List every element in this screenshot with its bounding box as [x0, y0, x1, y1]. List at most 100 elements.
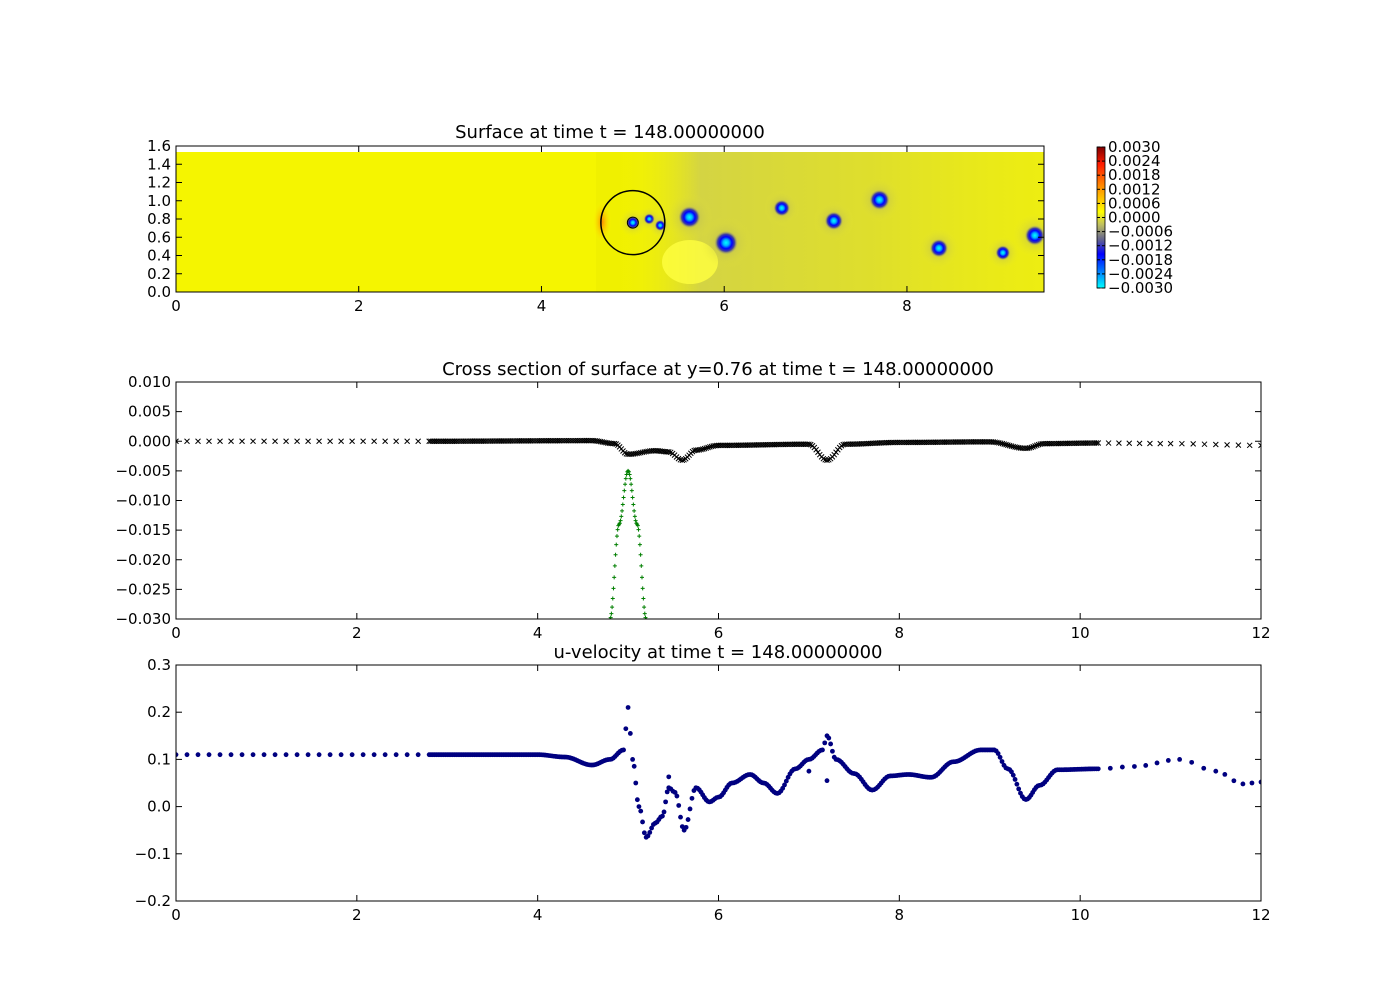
u-velocity-point	[349, 752, 355, 758]
u-velocity-point	[641, 830, 647, 836]
cross-section-x-point	[305, 438, 311, 445]
u-velocity-point	[1240, 781, 1246, 787]
cross-section-plus-point	[610, 596, 615, 601]
cross-section-x-point	[294, 438, 300, 445]
u-velocity-point	[393, 752, 399, 758]
cross-section-plus-point	[621, 495, 626, 500]
cross-section-x-point	[206, 438, 212, 445]
u-velocity-point	[1201, 765, 1207, 771]
cross-section-xtick-label: 8	[895, 624, 905, 642]
u-velocity-point	[820, 747, 825, 753]
cross-section-ytick-label: −0.015	[115, 521, 171, 539]
u-velocity-point	[1258, 779, 1261, 785]
colorbar-tick-label: −0.0006	[1108, 223, 1173, 241]
colorbar-tick-label: 0.0024	[1108, 152, 1161, 170]
u-velocity-point	[647, 829, 653, 835]
u-velocity-point	[633, 780, 639, 786]
u-velocity-point	[206, 752, 212, 758]
u-velocity-point	[660, 813, 665, 819]
cross-section-ytick-label: −0.005	[115, 462, 171, 480]
cross-section-plus-point	[629, 488, 634, 493]
u-velocity-point	[1154, 760, 1160, 766]
u-velocity-point	[621, 747, 626, 753]
cross-section-x-point	[250, 438, 256, 445]
cross-section-x-point	[701, 445, 708, 452]
surface-ytick-label: 0.6	[147, 228, 171, 246]
cross-section-x-point	[371, 438, 377, 445]
cross-section-x-point	[1033, 442, 1040, 449]
cross-section-x-point	[1246, 442, 1253, 449]
u-velocity-point	[316, 752, 322, 758]
u-velocity-point	[645, 833, 651, 839]
u-velocity-point	[636, 804, 642, 809]
u-velocity-point	[1010, 772, 1016, 778]
u-velocity-point	[382, 752, 388, 758]
cross-section-x-point	[261, 438, 267, 445]
u-velocity-point	[782, 782, 787, 788]
u-velocity-point	[217, 752, 223, 758]
cross-section-x-point	[1167, 440, 1174, 447]
u-velocity-point	[1165, 758, 1171, 763]
u-velocity-point	[683, 824, 689, 830]
u-velocity-point	[664, 789, 670, 795]
u-velocity-point	[822, 740, 828, 746]
cross-section-x-point	[239, 438, 245, 445]
cross-section-plus-point	[615, 527, 620, 532]
u-velocity-point	[1095, 766, 1101, 772]
u-velocity-point	[997, 754, 1003, 760]
colorbar-tick-label: 0.0018	[1108, 166, 1161, 184]
heatmap-red-glow	[592, 200, 612, 244]
colorbar-tick-label: −0.0012	[1108, 237, 1173, 255]
cross-section-x-point	[1201, 441, 1208, 448]
surface-title: Surface at time t = 148.00000000	[455, 122, 765, 143]
cross-section-x-point	[703, 445, 710, 451]
vortex-core	[929, 239, 949, 258]
cross-section-x-point	[1095, 440, 1102, 446]
u-velocity-point	[828, 741, 834, 747]
cross-section-x-point	[1026, 445, 1033, 451]
cross-section-frame	[175, 381, 1262, 620]
cross-section-plus-point	[635, 523, 640, 528]
colorbar-tick-label: 0.0030	[1108, 138, 1161, 156]
cross-section-panel: Cross section of surface at y=0.76 at ti…	[115, 359, 1270, 642]
u-velocity-point	[1143, 763, 1149, 768]
cross-section-x-point	[349, 438, 355, 445]
u-velocity-point	[1177, 757, 1183, 762]
cross-section-plus-point	[644, 617, 649, 619]
u-velocity-point	[663, 799, 669, 805]
cross-section-plus-point	[619, 514, 624, 519]
u-velocity-point	[327, 752, 333, 758]
u-velocity-xtick-label: 6	[714, 906, 724, 924]
cross-section-plus-point	[617, 521, 622, 526]
cross-section-x-point	[1028, 444, 1035, 451]
u-velocity-point	[1119, 764, 1125, 770]
u-velocity-point	[1213, 768, 1219, 774]
u-velocity-point	[283, 752, 289, 758]
u-velocity-outlier-point	[806, 768, 812, 774]
vortex-core	[824, 211, 843, 230]
cross-section-plus-point	[623, 476, 628, 481]
cross-section-x-point	[1105, 440, 1112, 446]
u-velocity-point	[676, 803, 682, 808]
u-velocity-ytick-label: 0.1	[147, 750, 171, 768]
u-velocity-xtick-label: 12	[1251, 906, 1270, 924]
u-velocity-ytick-label: −0.1	[135, 845, 171, 863]
u-velocity-point	[661, 809, 667, 815]
surface-xtick-label: 8	[902, 297, 912, 315]
u-velocity-point	[1222, 771, 1228, 777]
cross-section-x-point	[283, 438, 289, 445]
u-velocity-ytick-label: −0.2	[135, 892, 171, 910]
u-velocity-point	[625, 705, 631, 710]
cross-section-plus-point	[629, 482, 634, 487]
cross-section-x-point	[393, 438, 399, 445]
cross-section-x-point	[184, 438, 190, 445]
colorbar-tick-label: −0.0024	[1108, 265, 1173, 283]
cross-section-plus-point	[630, 495, 635, 500]
cross-section-x-point	[698, 446, 704, 453]
u-velocity-point	[630, 757, 636, 762]
cross-section-x-point	[806, 441, 812, 448]
cross-section-x-point	[1224, 441, 1230, 448]
u-velocity-point	[674, 793, 680, 799]
cross-section-x-point	[1126, 440, 1133, 447]
